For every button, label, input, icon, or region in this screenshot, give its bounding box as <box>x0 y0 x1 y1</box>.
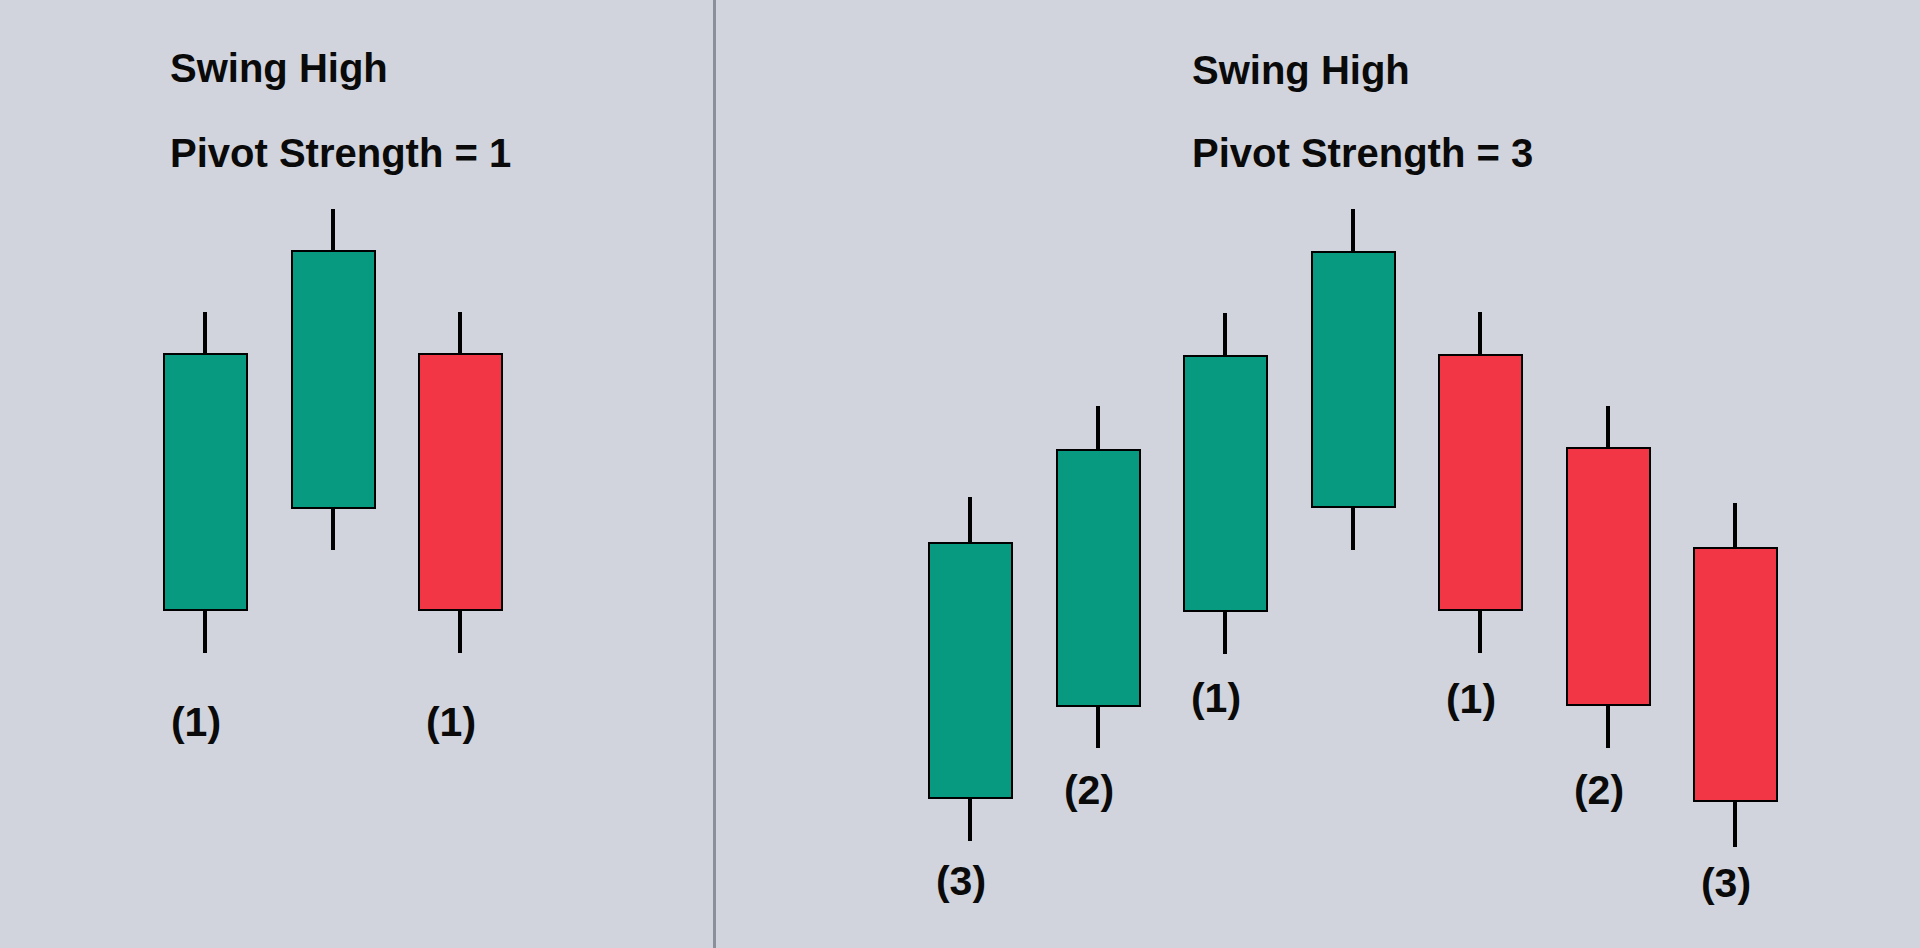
candle-body-bearish <box>1438 354 1523 611</box>
candle-body-bullish <box>928 542 1013 799</box>
candle-body-bearish <box>1693 547 1778 802</box>
candle-body-bullish <box>291 250 376 509</box>
pivot-count-label: (1) <box>376 702 526 743</box>
pivot-count-label: (1) <box>1396 679 1546 720</box>
candle-body-bullish <box>1183 355 1268 612</box>
candle-layer: (1) (1) (3) (2) (1) (1) (2) (3) <box>0 0 1920 948</box>
pivot-strength-figure: Swing High Pivot Strength = 1 Swing High… <box>0 0 1920 948</box>
pivot-count-label: (2) <box>1524 770 1674 811</box>
pivot-count-label: (3) <box>886 861 1036 902</box>
pivot-count-label: (1) <box>121 702 271 743</box>
pivot-count-label: (3) <box>1651 863 1801 904</box>
pivot-count-label: (2) <box>1014 770 1164 811</box>
candle-body-bullish <box>1311 251 1396 508</box>
pivot-count-label: (1) <box>1141 678 1291 719</box>
candle-body-bearish <box>1566 447 1651 706</box>
candle-body-bearish <box>418 353 503 611</box>
candle-body-bullish <box>1056 449 1141 707</box>
candle-body-bullish <box>163 353 248 611</box>
